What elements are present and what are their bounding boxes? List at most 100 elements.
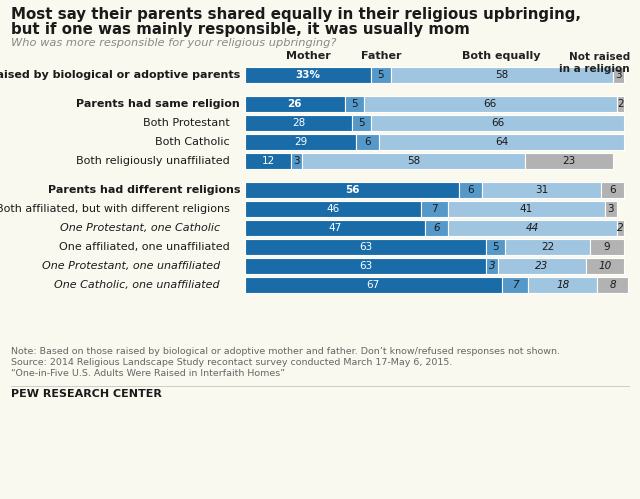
Text: Source: 2014 Religious Landscape Study recontact survey conducted March 17-May 6: Source: 2014 Religious Landscape Study r… (11, 358, 452, 367)
Text: 46: 46 (326, 204, 340, 214)
FancyBboxPatch shape (498, 258, 586, 274)
Text: 3: 3 (293, 156, 300, 166)
Text: 7: 7 (512, 280, 518, 290)
FancyBboxPatch shape (448, 220, 616, 236)
FancyBboxPatch shape (245, 134, 356, 150)
FancyBboxPatch shape (460, 182, 483, 198)
FancyBboxPatch shape (616, 96, 624, 112)
FancyBboxPatch shape (245, 220, 425, 236)
Text: PEW RESEARCH CENTER: PEW RESEARCH CENTER (11, 389, 162, 399)
FancyBboxPatch shape (245, 239, 486, 255)
Text: 2: 2 (617, 99, 623, 109)
Text: 47: 47 (328, 223, 342, 233)
FancyBboxPatch shape (448, 201, 605, 217)
Text: 3: 3 (607, 204, 614, 214)
Text: 58: 58 (495, 70, 508, 80)
FancyBboxPatch shape (616, 220, 624, 236)
FancyBboxPatch shape (245, 277, 502, 293)
FancyBboxPatch shape (506, 239, 589, 255)
FancyBboxPatch shape (390, 67, 612, 83)
Text: 26: 26 (287, 99, 302, 109)
FancyBboxPatch shape (486, 239, 506, 255)
FancyBboxPatch shape (245, 115, 352, 131)
FancyBboxPatch shape (486, 258, 498, 274)
FancyBboxPatch shape (525, 153, 612, 169)
Text: 41: 41 (520, 204, 533, 214)
Text: Who was more responsible for your religious upbringing?: Who was more responsible for your religi… (11, 38, 337, 48)
FancyBboxPatch shape (356, 134, 379, 150)
Text: Both equally: Both equally (462, 51, 541, 61)
FancyBboxPatch shape (502, 277, 529, 293)
Text: 5: 5 (378, 70, 384, 80)
Text: 63: 63 (359, 261, 372, 271)
Text: 33%: 33% (296, 70, 321, 80)
Text: Father: Father (361, 51, 401, 61)
Text: 58: 58 (407, 156, 420, 166)
FancyBboxPatch shape (364, 96, 616, 112)
Text: Parents had different religions: Parents had different religions (47, 185, 240, 195)
Text: but if one was mainly responsible, it was usually mom: but if one was mainly responsible, it wa… (11, 22, 470, 37)
Text: 9: 9 (604, 242, 611, 252)
FancyBboxPatch shape (245, 67, 371, 83)
FancyBboxPatch shape (605, 201, 616, 217)
Text: 6: 6 (364, 137, 371, 147)
Text: 28: 28 (292, 118, 305, 128)
FancyBboxPatch shape (352, 115, 371, 131)
FancyBboxPatch shape (303, 153, 525, 169)
Text: 5: 5 (358, 118, 365, 128)
Text: 18: 18 (556, 280, 570, 290)
Text: 66: 66 (483, 99, 497, 109)
FancyBboxPatch shape (344, 96, 364, 112)
Text: 6: 6 (468, 185, 474, 195)
Text: One Catholic, one unaffiliated: One Catholic, one unaffiliated (54, 280, 220, 290)
FancyBboxPatch shape (245, 96, 344, 112)
FancyBboxPatch shape (245, 258, 486, 274)
Text: 6: 6 (433, 223, 440, 233)
Text: Note: Based on those raised by biological or adoptive mother and father. Don’t k: Note: Based on those raised by biologica… (11, 347, 560, 356)
Text: One affiliated, one unaffiliated: One affiliated, one unaffiliated (60, 242, 230, 252)
FancyBboxPatch shape (601, 182, 624, 198)
FancyBboxPatch shape (425, 220, 448, 236)
Text: 12: 12 (261, 156, 275, 166)
FancyBboxPatch shape (483, 182, 601, 198)
FancyBboxPatch shape (371, 67, 390, 83)
FancyBboxPatch shape (245, 201, 421, 217)
FancyBboxPatch shape (245, 153, 291, 169)
Text: 10: 10 (598, 261, 612, 271)
Text: Both Protestant: Both Protestant (143, 118, 230, 128)
FancyBboxPatch shape (291, 153, 303, 169)
Text: Both religiously unaffiliated: Both religiously unaffiliated (76, 156, 230, 166)
Text: 8: 8 (609, 280, 616, 290)
Text: 56: 56 (345, 185, 360, 195)
FancyBboxPatch shape (421, 201, 448, 217)
Text: 29: 29 (294, 137, 307, 147)
Text: All raised by biological or adoptive parents: All raised by biological or adoptive par… (0, 70, 240, 80)
Text: 2: 2 (617, 223, 623, 233)
Text: 3: 3 (489, 261, 495, 271)
Text: Most say their parents shared equally in their religious upbringing,: Most say their parents shared equally in… (11, 7, 581, 22)
Text: One Protestant, one Catholic: One Protestant, one Catholic (60, 223, 220, 233)
Text: 5: 5 (493, 242, 499, 252)
Text: Not raised
in a religion: Not raised in a religion (559, 52, 630, 74)
FancyBboxPatch shape (379, 134, 624, 150)
Text: 6: 6 (609, 185, 616, 195)
Text: 31: 31 (535, 185, 548, 195)
FancyBboxPatch shape (371, 115, 624, 131)
Text: 23: 23 (562, 156, 575, 166)
Text: 23: 23 (535, 261, 548, 271)
Text: Both Catholic: Both Catholic (156, 137, 230, 147)
Text: “One-in-Five U.S. Adults Were Raised in Interfaith Homes”: “One-in-Five U.S. Adults Were Raised in … (11, 369, 285, 378)
FancyBboxPatch shape (589, 239, 624, 255)
Text: 22: 22 (541, 242, 554, 252)
FancyBboxPatch shape (612, 67, 624, 83)
Text: 7: 7 (431, 204, 438, 214)
Text: 66: 66 (491, 118, 504, 128)
Text: One Protestant, one unaffiliated: One Protestant, one unaffiliated (42, 261, 220, 271)
Text: Parents had same religion: Parents had same religion (76, 99, 240, 109)
Text: 5: 5 (351, 99, 358, 109)
FancyBboxPatch shape (586, 258, 624, 274)
FancyBboxPatch shape (245, 182, 460, 198)
Text: 63: 63 (359, 242, 372, 252)
Text: 67: 67 (367, 280, 380, 290)
FancyBboxPatch shape (597, 277, 628, 293)
